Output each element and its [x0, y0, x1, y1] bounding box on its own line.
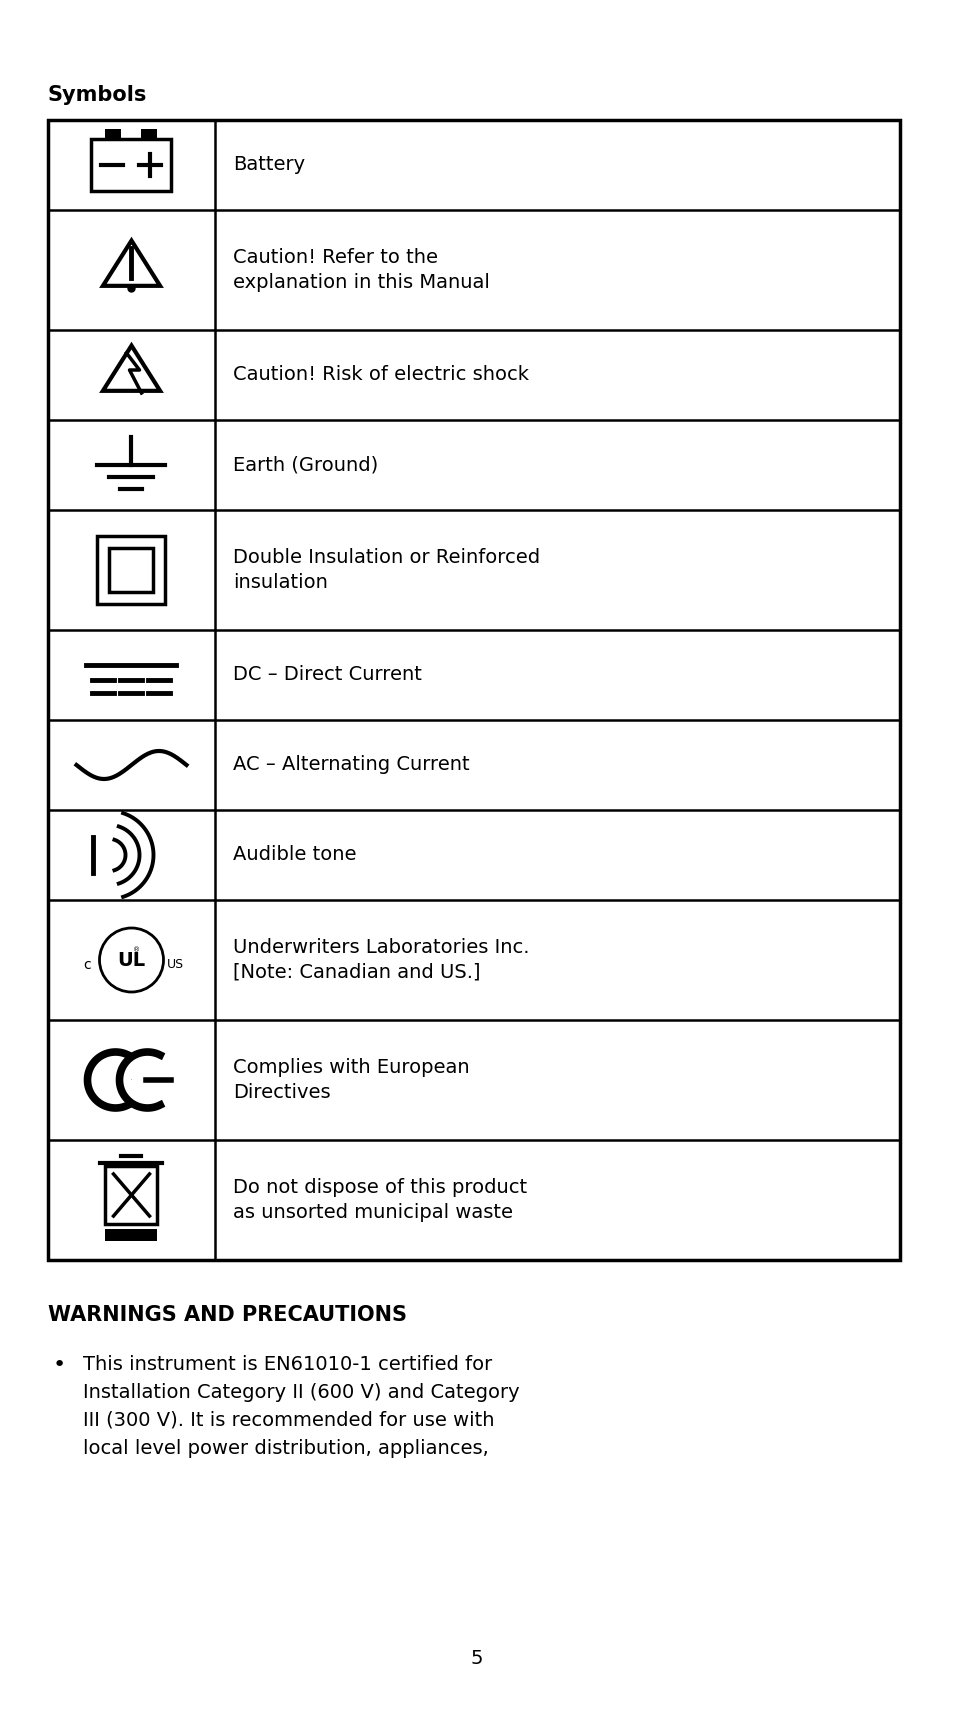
Bar — [106, 1228, 157, 1240]
Text: Double Insulation or Reinforced
insulation: Double Insulation or Reinforced insulati… — [233, 548, 539, 593]
Text: DC – Direct Current: DC – Direct Current — [233, 665, 421, 684]
Text: This instrument is EN61010-1 certified for: This instrument is EN61010-1 certified f… — [83, 1356, 492, 1374]
Text: •: • — [53, 1356, 66, 1374]
Text: AC – Alternating Current: AC – Alternating Current — [233, 756, 469, 775]
Bar — [97, 536, 165, 605]
Text: Do not dispose of this product
as unsorted municipal waste: Do not dispose of this product as unsort… — [233, 1179, 527, 1221]
Text: Symbols: Symbols — [48, 84, 147, 105]
Text: Earth (Ground): Earth (Ground) — [233, 455, 377, 474]
Text: III (300 V). It is recommended for use with: III (300 V). It is recommended for use w… — [83, 1410, 494, 1429]
Text: 5: 5 — [470, 1649, 483, 1668]
Text: ®: ® — [132, 947, 140, 953]
Text: Installation Category II (600 V) and Category: Installation Category II (600 V) and Cat… — [83, 1383, 519, 1402]
Text: Battery: Battery — [233, 156, 305, 175]
Text: Caution! Refer to the
explanation in this Manual: Caution! Refer to the explanation in thi… — [233, 247, 489, 292]
Text: Audible tone: Audible tone — [233, 845, 356, 864]
Text: UL: UL — [117, 950, 146, 969]
Text: c: c — [84, 959, 91, 972]
Text: Complies with European
Directives: Complies with European Directives — [233, 1058, 469, 1101]
Text: WARNINGS AND PRECAUTIONS: WARNINGS AND PRECAUTIONS — [48, 1306, 407, 1325]
Text: local level power distribution, appliances,: local level power distribution, applianc… — [83, 1440, 488, 1459]
Text: Caution! Risk of electric shock: Caution! Risk of electric shock — [233, 366, 529, 385]
Text: US: US — [167, 959, 184, 971]
Bar — [141, 129, 157, 139]
Bar — [91, 139, 172, 191]
Bar — [106, 129, 121, 139]
Bar — [110, 548, 153, 593]
Text: Underwriters Laboratories Inc.
[Note: Canadian and US.]: Underwriters Laboratories Inc. [Note: Ca… — [233, 938, 529, 983]
Bar — [106, 1167, 157, 1223]
Bar — [48, 120, 899, 1259]
